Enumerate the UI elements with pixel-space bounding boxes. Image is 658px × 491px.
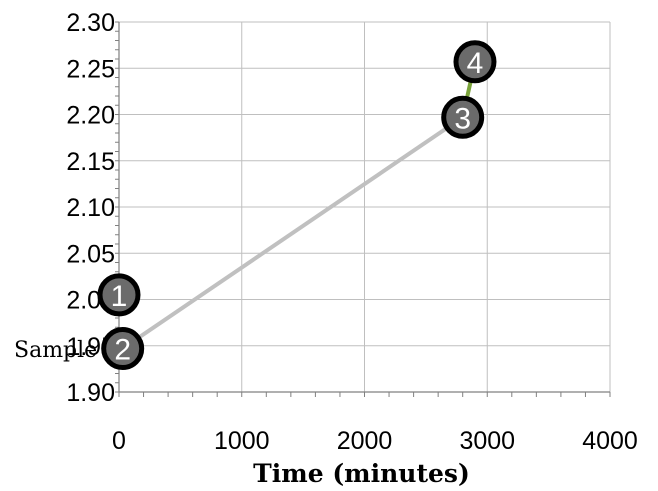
y-tick-label: 2.15 (66, 148, 115, 176)
y-tick-label: 2.25 (66, 55, 115, 83)
data-points: 1 2 3 4 (97, 40, 497, 371)
axes (115, 21, 611, 397)
series-lines (121, 61, 477, 351)
grid (119, 21, 611, 392)
x-tick-label: 3000 (459, 427, 515, 455)
y-tick-label: 2.05 (66, 240, 115, 268)
y-tick-label: 1.90 (66, 379, 115, 407)
x-tick-label: 0 (112, 427, 126, 455)
data-point-label: 1 (111, 280, 128, 313)
data-point-label: 4 (467, 47, 484, 80)
y-tick-label: 2.20 (66, 102, 115, 130)
data-point-marker (453, 40, 497, 84)
x-tick-label: 1000 (214, 427, 270, 455)
data-point-marker (101, 327, 145, 371)
data-point-label: 3 (454, 102, 471, 135)
side-label: Sample (14, 338, 97, 363)
y-tick-label: 2.30 (66, 9, 115, 37)
tick-labels: 1.901.952.002.052.102.152.202.252.300 100… (66, 9, 637, 455)
x-tick-label: 2000 (337, 427, 393, 455)
data-point-label: 2 (114, 334, 131, 367)
data-point-marker (441, 95, 485, 139)
series-line (121, 115, 464, 351)
y-tick-label: 2.10 (66, 194, 115, 222)
x-axis-title: Time (minutes) (253, 459, 470, 488)
data-point-marker (97, 273, 141, 317)
x-tick-label: 4000 (582, 427, 638, 455)
